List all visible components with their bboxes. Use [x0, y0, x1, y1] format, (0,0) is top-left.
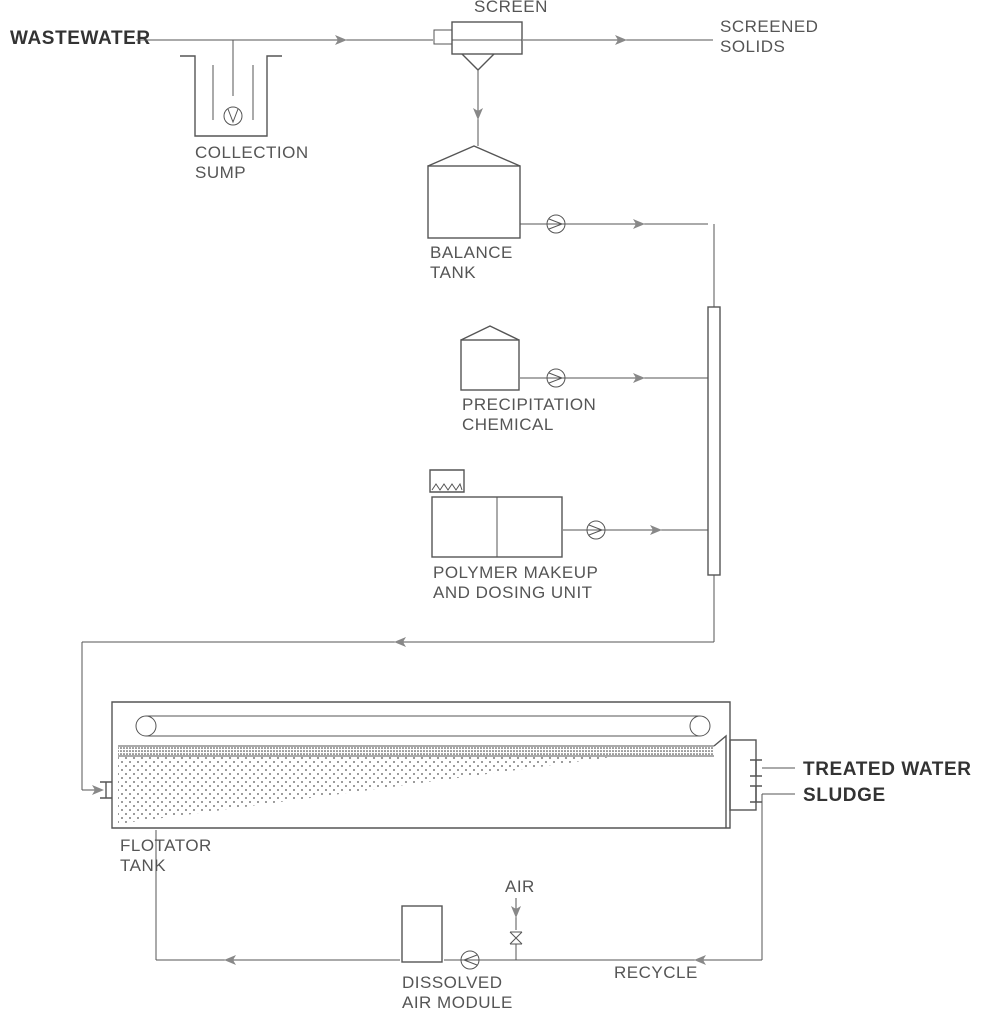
screened-solids-label-2: SOLIDS — [720, 37, 785, 56]
air-valve-icon — [510, 932, 522, 944]
collection-sump-label-1: COLLECTION — [195, 143, 309, 162]
collection-sump-icon — [180, 56, 282, 136]
precipitation-label-2: CHEMICAL — [462, 415, 554, 434]
balance-tank-icon — [428, 146, 520, 238]
precipitation-tank-icon — [461, 326, 519, 390]
screen-icon — [434, 22, 522, 70]
wastewater-label: WASTEWATER — [10, 28, 151, 49]
dissolved-label-2: AIR MODULE — [402, 993, 513, 1012]
process-flow-diagram: WASTEWATER SCREEN SCREENED SOLIDS COLLEC… — [0, 0, 1000, 1030]
polymer-label-2: AND DOSING UNIT — [433, 583, 593, 602]
flotator-label-2: TANK — [120, 856, 166, 875]
dissolved-air-module-icon — [402, 906, 442, 962]
polymer-unit-icon — [430, 470, 562, 557]
flotator-tank-icon — [100, 702, 762, 828]
recycle-label: RECYCLE — [614, 963, 698, 982]
dissolved-label-1: DISSOLVED — [402, 973, 503, 992]
flotator-label-1: FLOTATOR — [120, 836, 212, 855]
polymer-label-1: POLYMER MAKEUP — [433, 563, 598, 582]
collection-sump-label-2: SUMP — [195, 163, 246, 182]
inline-mixer-icon — [708, 307, 720, 575]
screen-label: SCREEN — [474, 0, 548, 16]
air-label: AIR — [505, 877, 535, 896]
sludge-label: SLUDGE — [803, 785, 886, 806]
treated-water-label: TREATED WATER — [803, 759, 972, 780]
screened-solids-label-1: SCREENED — [720, 17, 818, 36]
balance-tank-label-2: TANK — [430, 263, 476, 282]
precipitation-label-1: PRECIPITATION — [462, 395, 596, 414]
balance-tank-label-1: BALANCE — [430, 243, 513, 262]
